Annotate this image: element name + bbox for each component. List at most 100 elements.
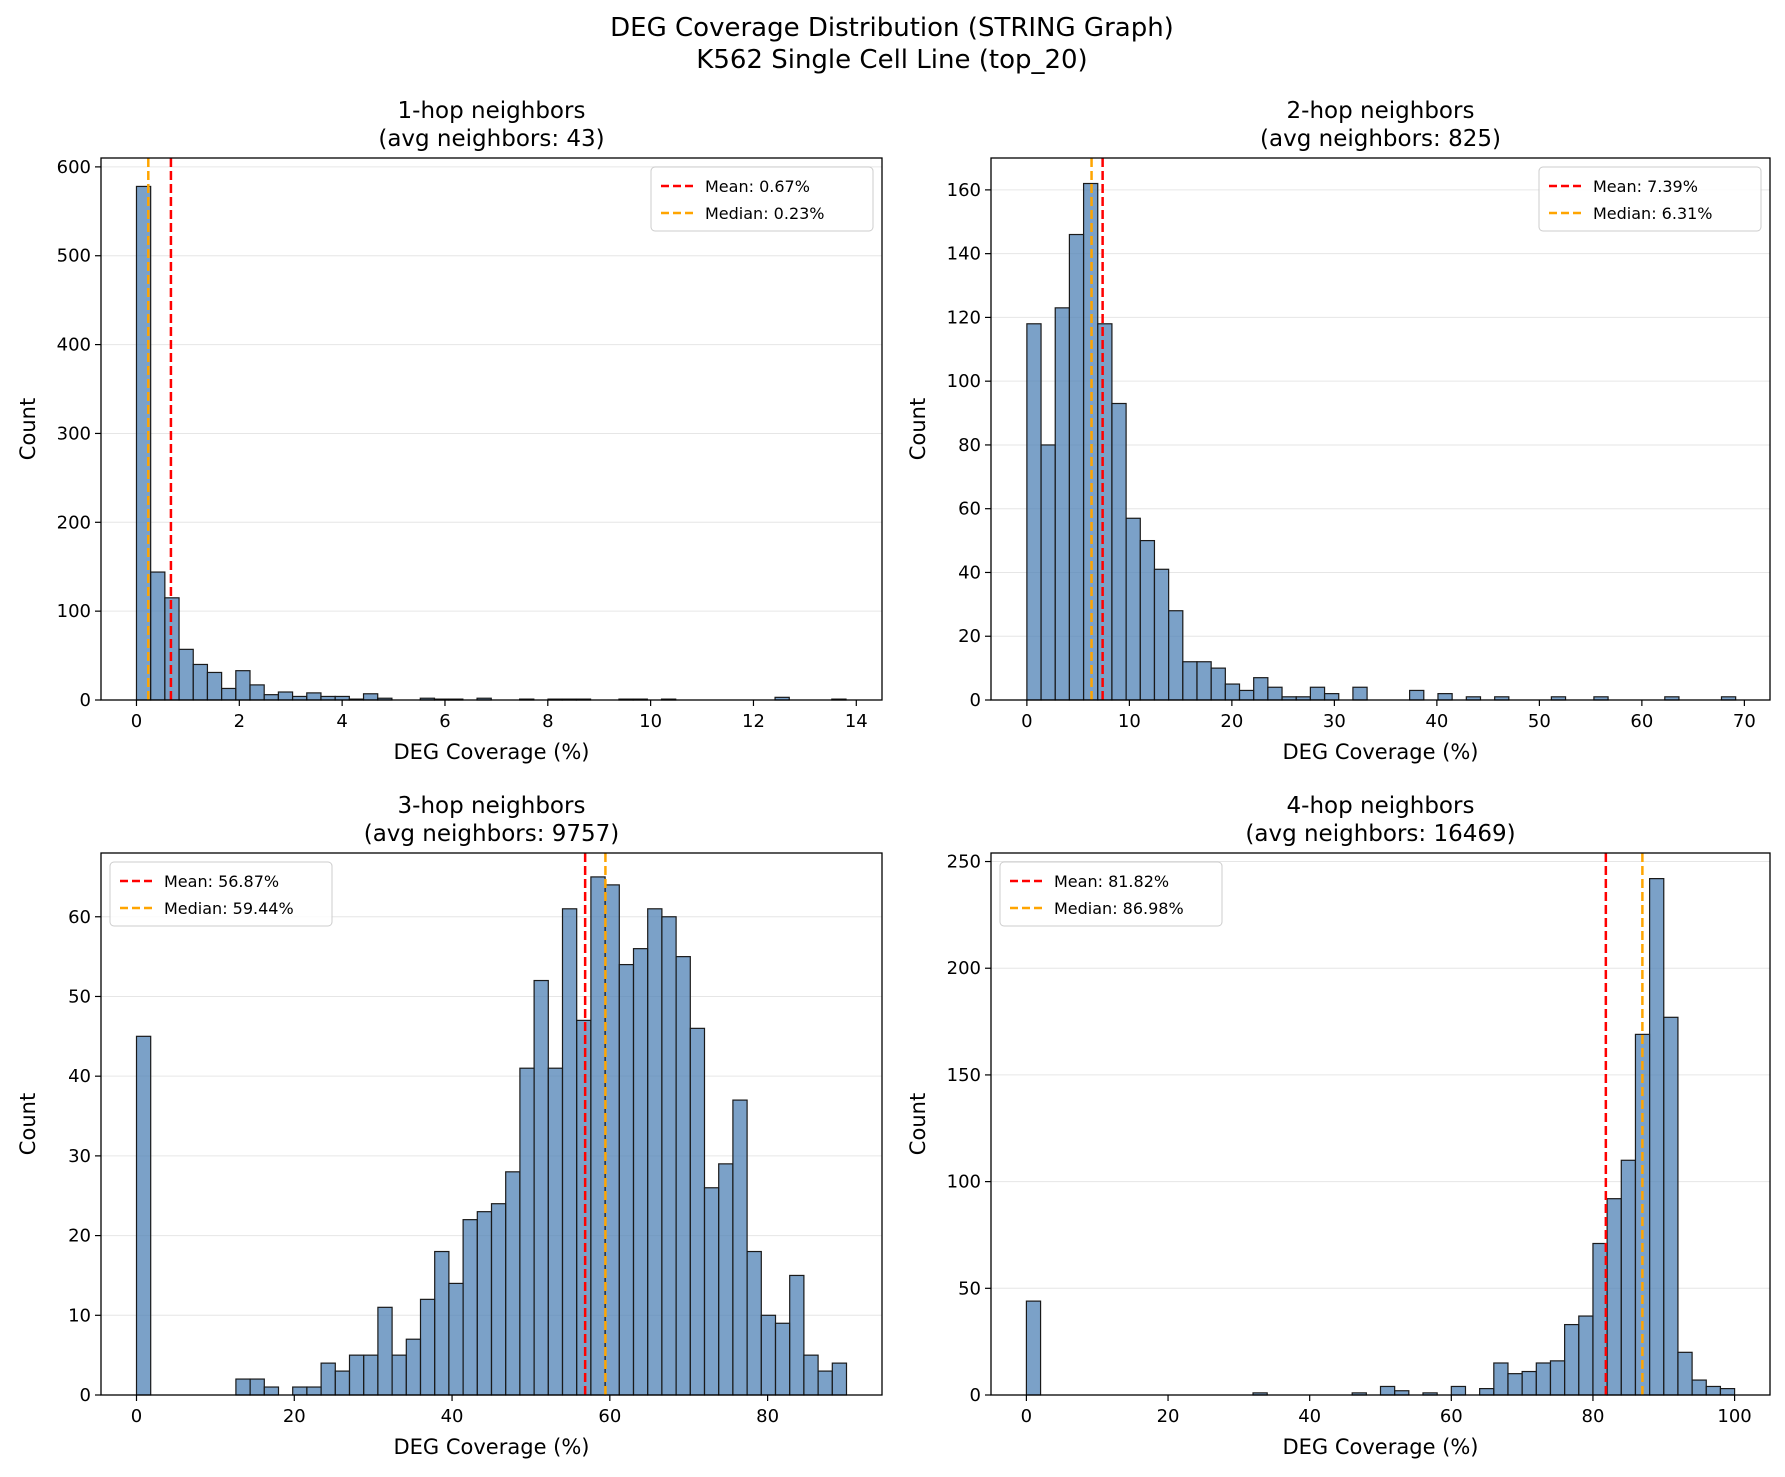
panel-subtitle: (avg neighbors: 16469) <box>1245 821 1515 847</box>
x-tick-label: 40 <box>1298 1406 1321 1427</box>
legend-mean-label: Mean: 7.39% <box>1593 177 1698 196</box>
panel-subtitle: (avg neighbors: 43) <box>378 126 604 152</box>
x-axis-label: DEG Coverage (%) <box>393 1435 589 1459</box>
legend: Mean: 7.39% Median: 6.31% <box>1538 166 1762 232</box>
x-tick-label: 20 <box>283 1406 306 1427</box>
chart-panel-4: 4-hop neighbors(avg neighbors: 16469) 0 20… <box>906 793 1771 1459</box>
y-tick-label: 10 <box>68 1305 91 1326</box>
histogram-bar <box>1054 307 1071 701</box>
legend-box <box>109 861 333 927</box>
x-tick-label: 70 <box>1733 711 1756 732</box>
histogram-bar <box>1493 1362 1509 1396</box>
legend-median-label: Median: 6.31% <box>1593 204 1713 223</box>
y-tick-label: 50 <box>68 986 91 1007</box>
histogram-bar <box>1224 683 1241 701</box>
y-tick-label: 20 <box>68 1226 91 1247</box>
histogram-bar <box>746 1250 762 1396</box>
histogram-bar <box>1352 686 1368 701</box>
histogram-bar <box>661 916 677 1396</box>
x-tick-label: 12 <box>742 711 765 732</box>
y-tick-label: 30 <box>68 1146 91 1167</box>
y-tick-label: 150 <box>947 1065 981 1086</box>
y-axis-label: Count <box>16 1093 40 1155</box>
y-tick-label: 600 <box>57 157 91 178</box>
histogram-bar <box>320 1362 336 1396</box>
histogram-bar <box>1125 517 1141 701</box>
histogram-bar <box>448 1282 464 1396</box>
y-tick-label: 500 <box>57 246 91 267</box>
histogram-bar <box>689 1027 706 1396</box>
x-tick-label: 10 <box>639 711 662 732</box>
histogram-bar <box>1535 1362 1552 1396</box>
histogram-bar <box>760 1314 777 1396</box>
x-tick-label: 0 <box>131 1406 142 1427</box>
x-tick-label: 60 <box>1440 1406 1463 1427</box>
histogram-bar <box>1592 1242 1608 1396</box>
panel-subtitle: (avg neighbors: 825) <box>1260 126 1501 152</box>
histogram-bar <box>363 1354 379 1396</box>
histogram-bar <box>1323 693 1340 701</box>
histogram-bar <box>1210 667 1226 701</box>
histogram-bar <box>817 1370 833 1396</box>
legend-box <box>650 166 874 232</box>
histogram-bar <box>235 670 251 701</box>
histogram-bar <box>292 1386 308 1396</box>
histogram-bar <box>405 1338 422 1396</box>
histogram-bar <box>1450 1385 1467 1396</box>
histogram-bar <box>235 1378 251 1396</box>
figure-title: DEG Coverage Distribution (STRING Graph) <box>610 13 1174 43</box>
histogram-bar <box>135 1035 152 1396</box>
x-axis-label: DEG Coverage (%) <box>1282 740 1478 764</box>
x-tick-label: 8 <box>542 711 553 732</box>
histogram-bar <box>718 1163 734 1396</box>
histogram-bar <box>1620 1159 1637 1396</box>
x-tick-label: 10 <box>1118 711 1141 732</box>
histogram-bar <box>576 1019 592 1396</box>
histogram-bar <box>1111 402 1127 701</box>
histogram-bar <box>1705 1385 1722 1396</box>
legend-box <box>999 861 1223 927</box>
panel-subtitle: (avg neighbors: 9757) <box>364 821 620 847</box>
histogram-bar <box>1549 1360 1566 1396</box>
legend-mean-label: Mean: 56.87% <box>164 872 279 891</box>
y-axis-label: Count <box>906 398 930 460</box>
histogram-bar <box>547 1067 564 1396</box>
histogram-bar <box>618 963 635 1396</box>
histogram-bar <box>221 687 237 701</box>
histogram-bar <box>377 1306 393 1396</box>
histogram-bar <box>831 1362 848 1396</box>
histogram-bar <box>604 884 620 1396</box>
histogram-bar <box>490 1203 507 1396</box>
panel-title: 2-hop neighbors <box>1287 98 1475 124</box>
histogram-bar <box>1649 878 1665 1396</box>
histogram-bar <box>1040 444 1056 701</box>
x-tick-label: 14 <box>845 711 868 732</box>
chart-panel-3: 3-hop neighbors(avg neighbors: 9757) 0 20 4… <box>16 793 883 1459</box>
y-tick-label: 0 <box>970 1385 981 1406</box>
histogram-bar <box>1097 323 1113 701</box>
histogram-bar <box>1578 1315 1594 1396</box>
y-tick-label: 250 <box>947 852 981 873</box>
histogram-bar <box>1521 1370 1537 1396</box>
histogram-bar <box>1168 610 1184 701</box>
y-tick-label: 300 <box>57 423 91 444</box>
x-tick-label: 30 <box>1323 711 1346 732</box>
y-tick-label: 20 <box>958 626 981 647</box>
y-tick-label: 0 <box>80 690 91 711</box>
histogram-bar <box>1409 689 1425 701</box>
x-tick-label: 0 <box>1021 711 1032 732</box>
histogram-bar <box>476 1211 493 1396</box>
y-tick-label: 40 <box>958 562 981 583</box>
x-tick-label: 50 <box>1528 711 1551 732</box>
y-tick-label: 40 <box>68 1066 91 1087</box>
x-tick-label: 2 <box>234 711 245 732</box>
axes-frame <box>990 157 1771 701</box>
histogram-bar <box>1663 1016 1679 1396</box>
histogram-bar <box>1139 539 1156 701</box>
legend: Mean: 56.87% Median: 59.44% <box>109 861 333 927</box>
legend: Mean: 81.82% Median: 86.98% <box>999 861 1223 927</box>
y-tick-label: 100 <box>57 601 91 622</box>
histogram-bar <box>419 1298 436 1396</box>
y-tick-label: 140 <box>947 244 981 265</box>
histogram-bar <box>1507 1373 1523 1396</box>
